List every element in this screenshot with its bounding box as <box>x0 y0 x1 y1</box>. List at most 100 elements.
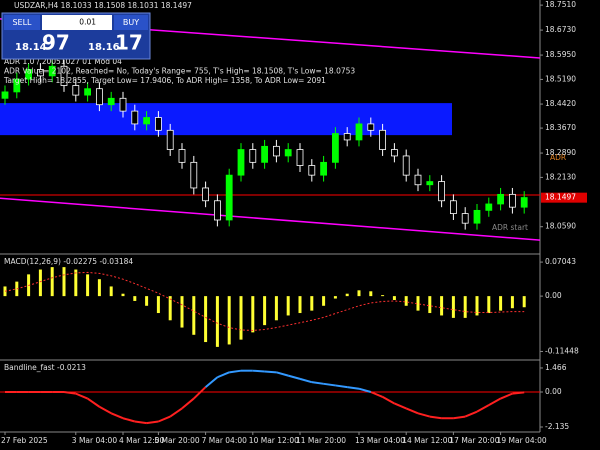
bandline-segment <box>417 412 431 418</box>
macd-bar <box>416 296 420 311</box>
candle-body <box>426 181 434 186</box>
candle-body <box>272 145 280 157</box>
bandline-segment <box>252 369 265 373</box>
candle-body <box>520 197 528 208</box>
bandline-segment <box>464 410 478 418</box>
adr-start-label: ADR start <box>492 223 528 232</box>
candle-body <box>284 149 292 157</box>
price-tag <box>541 192 587 203</box>
candle-body <box>60 65 68 86</box>
trade-panel: SELL 0.01 BUY 18.14 97 18.16 17 <box>1 12 151 60</box>
macd-bar <box>286 296 290 316</box>
candle-body <box>402 155 410 176</box>
x-tick-label: 19 Mar 04:00 <box>497 436 547 445</box>
bandline-segment <box>299 377 313 384</box>
macd-bar <box>298 296 302 314</box>
bandline-segment <box>287 374 301 380</box>
macd-bar <box>345 293 349 297</box>
y-tick-label: 18.7510 <box>545 0 576 9</box>
bandline-segment <box>347 386 360 390</box>
candle-body <box>84 88 91 96</box>
candle-body <box>237 149 245 176</box>
bandline-segment <box>429 415 442 420</box>
x-tick-label: 14 Mar 12:00 <box>402 436 452 445</box>
candle-body <box>438 181 446 202</box>
bandline-segment <box>276 371 289 377</box>
candle-body <box>72 85 80 96</box>
y-tick-label: 18.0590 <box>545 222 576 231</box>
panel-title: MACD(12,26,9) -0.02275 -0.03184 <box>4 257 133 266</box>
macd-bar <box>3 286 7 297</box>
macd-bar <box>133 296 137 301</box>
bandline-segment <box>122 417 136 423</box>
macd-bar <box>227 296 231 345</box>
bandline-segment <box>75 392 88 400</box>
x-tick-label: 17 Mar 20:00 <box>449 436 499 445</box>
candle-body <box>367 123 375 131</box>
x-tick-label: 10 Mar 12:00 <box>249 436 299 445</box>
macd-bar <box>451 296 455 318</box>
macd-bar <box>404 296 408 306</box>
sell-price: 18.14 <box>15 42 47 53</box>
candle-body <box>296 149 304 166</box>
y-tick-label: 18.3670 <box>545 123 576 132</box>
macd-bar <box>62 267 66 297</box>
adr-label: ADR <box>550 153 566 162</box>
bandline-segment <box>488 397 502 406</box>
y-tick-label: 18.5950 <box>545 50 576 59</box>
macd-bar <box>333 296 337 299</box>
macd-bar <box>239 296 243 340</box>
bandline-segment <box>146 420 159 425</box>
bandline-segment <box>311 381 324 385</box>
sell-button[interactable] <box>4 15 40 30</box>
macd-bar <box>215 296 219 347</box>
bandline-segment <box>181 397 195 410</box>
candle-body <box>37 69 44 77</box>
macd-bar <box>463 296 467 318</box>
macd-bar <box>251 296 255 333</box>
macd-bar <box>156 296 160 314</box>
x-tick-label: 5 Mar 20:00 <box>154 436 200 445</box>
y-tick-label: 18.4420 <box>545 99 576 108</box>
candle-body <box>131 110 139 125</box>
candle-body <box>485 203 493 211</box>
sell-label: SELL <box>12 18 32 27</box>
macd-bar <box>381 295 385 297</box>
candle-body <box>1 91 9 99</box>
indicator-text: ADR Value= 2102, Reached= No, Today's Ra… <box>4 67 355 76</box>
candle-body <box>249 149 257 163</box>
lot-input[interactable] <box>42 15 112 30</box>
indicator-text: Target High= 18.2855, Target Low= 17.940… <box>3 76 326 85</box>
macd-bar <box>97 279 101 297</box>
macd-bar <box>428 296 432 314</box>
bandline-segment <box>512 391 525 395</box>
macd-bar <box>392 296 396 300</box>
bandline-segment <box>264 370 277 374</box>
macd-bar <box>322 296 326 306</box>
candle-body <box>320 161 328 176</box>
y-tick-label: 18.2890 <box>545 148 576 157</box>
candle-body <box>331 133 339 163</box>
adr-zone <box>0 103 452 136</box>
bandline-segment <box>217 371 230 379</box>
macd-bar <box>86 274 90 297</box>
buy-price: 18.16 <box>88 42 120 53</box>
candle-body <box>414 174 422 186</box>
candle-body <box>166 129 174 150</box>
macd-bar <box>263 296 267 326</box>
bandline-segment <box>134 420 147 425</box>
candle-body <box>107 97 115 106</box>
macd-bar <box>192 296 196 335</box>
candle-body <box>119 97 127 112</box>
buy-button[interactable] <box>114 15 148 30</box>
candle-body <box>473 209 481 224</box>
bandline-segment <box>394 402 407 410</box>
lot-value: 0.01 <box>79 18 96 27</box>
macd-bar <box>180 296 184 328</box>
bandline-segment <box>335 384 348 389</box>
macd-bar <box>109 286 113 297</box>
bandline-segment <box>453 415 466 420</box>
candle-body <box>461 213 469 224</box>
candle-body <box>25 69 33 80</box>
